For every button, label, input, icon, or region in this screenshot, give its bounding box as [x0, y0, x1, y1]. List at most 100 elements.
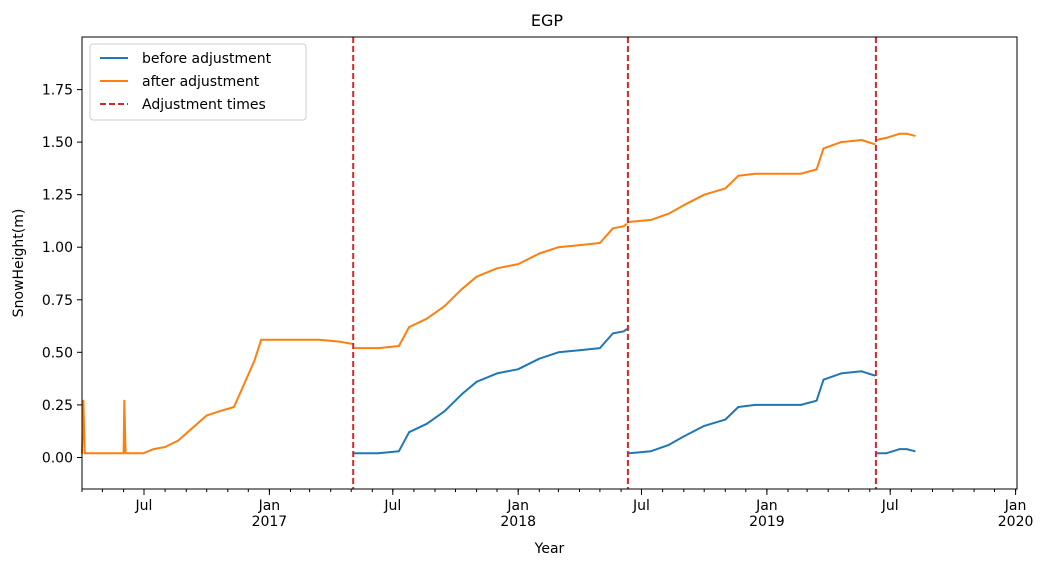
- series-1-point-2-12: [840, 141, 843, 144]
- x-tick-label-2-line-0: Jul: [383, 498, 401, 514]
- series-1-point-2-13: [860, 139, 863, 141]
- series-layer: [81, 132, 916, 455]
- series-0-point-0-12: [578, 349, 581, 352]
- series-1-point-2-8: [775, 172, 778, 175]
- series-0-point-0-7: [475, 380, 478, 383]
- series-0-point-2-1: [885, 452, 888, 455]
- series-0-point-0-8: [496, 372, 498, 375]
- series-1-segment-3: [876, 132, 916, 141]
- series-0-point-0-13: [599, 347, 601, 349]
- series-1-point-1-7: [475, 275, 478, 278]
- series-0-point-1-9: [800, 404, 802, 406]
- series-0-point-0-1: [377, 452, 380, 455]
- series-0-point-0-2: [398, 450, 400, 453]
- series-1-point-0-2: [83, 452, 86, 455]
- series-1-point-1-10: [538, 252, 541, 255]
- series-0-point-1-5: [724, 418, 727, 421]
- series-1-point-1-4: [425, 317, 428, 320]
- series-0-point-0-9: [517, 368, 520, 371]
- series-1-point-2-1: [650, 219, 652, 221]
- series-1-point-2-9: [800, 172, 802, 175]
- series-0-segment-1: [628, 370, 875, 455]
- x-tick-label-7-line-0: Jan: [1004, 498, 1027, 514]
- series-0-point-1-13: [860, 370, 863, 373]
- series-1-point-2-5: [724, 187, 727, 190]
- x-tick-label-6: Jul: [881, 498, 899, 514]
- series-0-point-1-1: [650, 450, 652, 453]
- series-0-point-0-15: [622, 330, 625, 333]
- y-axis-label: SnowHeight(m): [11, 209, 27, 318]
- y-axis: 0.00 0.25 0.50 0.75 1.00 1.25 1.50 1.75: [42, 83, 82, 467]
- x-tick-label-3: Jan 2018: [500, 498, 536, 530]
- series-1-point-0-15: [243, 383, 246, 385]
- legend-label-before: before adjustment: [142, 51, 272, 67]
- axes-frame: [81, 36, 1018, 490]
- series-0-point-2-4: [905, 448, 908, 450]
- series-0-point-0-6: [460, 393, 463, 396]
- series-1-point-1-9: [517, 263, 520, 265]
- series-1-point-1-2: [398, 345, 400, 347]
- series-0-point-2-2: [892, 450, 894, 453]
- series-1-point-0-8: [152, 448, 155, 450]
- series-1-point-1-13: [599, 242, 601, 244]
- legend-label-after: after adjustment: [142, 74, 260, 90]
- y-tick-label-2: 0.50: [42, 345, 73, 361]
- series-0-point-1-8: [775, 404, 778, 406]
- legend-box: [89, 43, 307, 121]
- adjustment-lines-layer: [352, 37, 877, 489]
- series-1-point-1-6: [460, 288, 463, 291]
- series-0-point-1-3: [682, 435, 685, 438]
- y-tick-label-3: 0.75: [42, 293, 73, 309]
- series-1-point-0-9: [164, 446, 167, 448]
- x-tick-label-7-line-1: 2020: [998, 514, 1034, 530]
- y-tick-label-7: 1.75: [42, 83, 73, 99]
- series-1-point-1-11: [557, 246, 560, 249]
- series-1-point-3-4: [905, 132, 908, 135]
- series-0-point-2-3: [898, 448, 901, 450]
- x-tick-label-1-line-1: 2017: [252, 514, 288, 530]
- series-1-point-0-16: [253, 359, 256, 362]
- series-1-point-0-19: [299, 338, 301, 341]
- series-0-point-0-5: [443, 410, 446, 413]
- series-0-point-0-10: [538, 357, 541, 360]
- y-tick-label-4: 1.00: [42, 240, 73, 256]
- series-1-point-2-4: [703, 193, 706, 196]
- series-1-point-1-15: [622, 225, 625, 228]
- series-0-point-1-12: [840, 372, 843, 375]
- series-0-segment-2: [876, 448, 916, 455]
- x-tick-label-6-line-0: Jul: [881, 498, 899, 514]
- x-tick-label-4-line-0: Jul: [632, 498, 650, 514]
- x-tick-label-5: Jan 2019: [749, 498, 785, 530]
- x-tick-label-5-line-0: Jan: [755, 498, 778, 514]
- series-1-point-2-14: [873, 143, 876, 146]
- series-1-point-0-3: [111, 452, 113, 455]
- series-0-point-1-10: [815, 399, 818, 402]
- x-tick-label-1-line-0: Jan: [258, 498, 281, 514]
- series-0-point-0-4: [425, 422, 428, 425]
- series-1-point-2-3: [682, 204, 685, 207]
- series-1-point-3-2: [892, 134, 894, 137]
- series-1-point-0-4: [122, 452, 125, 455]
- x-tick-label-3-line-0: Jan: [506, 498, 529, 514]
- series-1-point-2-7: [754, 172, 757, 175]
- series-0-point-2-5: [913, 450, 916, 453]
- series-1-point-1-16: [625, 223, 628, 226]
- x-tick-label-7: Jan 2020: [998, 498, 1034, 530]
- series-1-point-0-21: [339, 340, 342, 343]
- series-0-point-1-2: [667, 444, 670, 446]
- series-1-point-0-5: [123, 399, 126, 402]
- x-tick-label-3-line-1: 2018: [500, 514, 536, 530]
- legend: before adjustment after adjustment Adjus…: [89, 43, 307, 121]
- series-1-point-0-7: [142, 452, 145, 455]
- series-0-point-0-11: [557, 351, 560, 354]
- series-0-point-1-6: [737, 406, 740, 408]
- series-1-point-1-1: [377, 347, 380, 349]
- y-tick-label-1: 0.25: [42, 398, 73, 414]
- y-tick-label-5: 1.25: [42, 188, 73, 204]
- series-1-point-3-1: [885, 137, 888, 139]
- series-1-segment-2: [628, 139, 875, 223]
- y-tick-label-6: 1.50: [42, 135, 73, 151]
- plot-area: [81, 37, 916, 489]
